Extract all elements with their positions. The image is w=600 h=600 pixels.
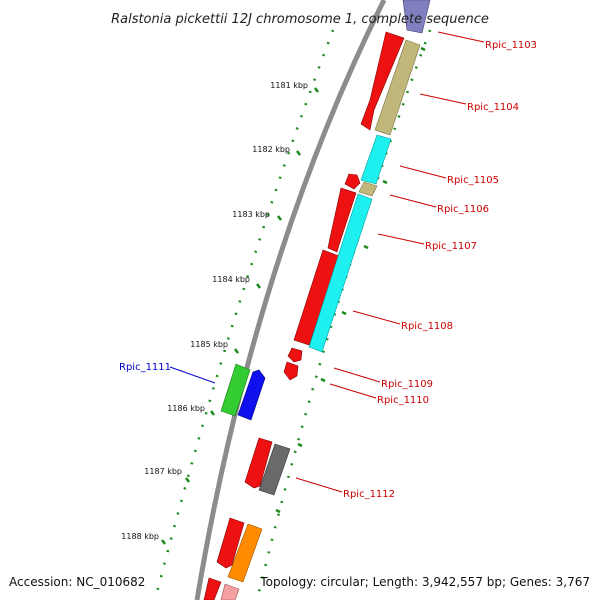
gene-orange[interactable] — [227, 523, 263, 583]
gene-red-3[interactable] — [203, 577, 222, 600]
gene-label[interactable]: Rpic_1106 — [437, 204, 489, 215]
gene-pink[interactable] — [220, 583, 240, 600]
scale-tick — [256, 283, 261, 289]
gene-red-1[interactable] — [244, 437, 273, 489]
leader-rpic-1104 — [419, 93, 467, 105]
leader-rpic-1105 — [399, 165, 447, 179]
track-tick — [341, 310, 347, 316]
scale-label: 1185 kbp — [190, 340, 228, 349]
feature-track-genes — [220, 0, 431, 600]
track-dotted-arc — [255, 29, 432, 600]
scale-tick — [210, 410, 215, 416]
gene-label[interactable]: Rpic_1107 — [425, 241, 477, 252]
gene-rpic-1103[interactable] — [360, 31, 405, 131]
scale-tick — [185, 477, 190, 483]
leader-rpic-1111 — [169, 366, 216, 384]
track-tick — [297, 442, 303, 448]
leader-rpic-1106 — [389, 194, 437, 208]
gene-rpic-1107b[interactable] — [308, 193, 373, 353]
scale-label: 1183 kbp — [232, 210, 270, 219]
scale-labels: 1181 kbp 1182 kbp 1183 kbp 1184 kbp 1185… — [121, 81, 308, 541]
track-tick — [275, 508, 281, 514]
leader-rpic-1103 — [437, 31, 485, 43]
gene-rpic-1112[interactable] — [258, 443, 291, 496]
scale-label: 1188 kbp — [121, 532, 159, 541]
scale-label: 1181 kbp — [270, 81, 308, 90]
gene-rpic-1105b[interactable] — [360, 134, 392, 185]
scale-tick — [234, 348, 239, 354]
gene-label[interactable]: Rpic_1109 — [381, 379, 433, 390]
track-tick — [420, 46, 426, 52]
gene-purple[interactable] — [402, 0, 431, 34]
gene-red-2[interactable] — [216, 517, 245, 569]
gene-rpic-1110[interactable] — [283, 361, 299, 381]
scale-dotted-arc — [153, 29, 335, 600]
leader-rpic-1110 — [329, 383, 377, 399]
scale-tick — [296, 150, 301, 156]
scale-tick — [161, 539, 166, 545]
accession-text: Accession: NC_010682 — [9, 575, 145, 589]
track-ticks — [275, 46, 426, 514]
track-tick — [363, 244, 369, 250]
scale-label: 1182 kbp — [252, 145, 290, 154]
scale-tick — [314, 87, 319, 93]
scale-tick — [277, 215, 282, 221]
gene-rpic-1104[interactable] — [374, 39, 421, 136]
gene-rpic-1107[interactable] — [327, 187, 357, 253]
genome-summary-text: Topology: circular; Length: 3,942,557 bp… — [259, 575, 590, 589]
map-title: Ralstonia pickettii 12J chromosome 1, co… — [111, 12, 489, 27]
gene-rpic-1111a[interactable] — [220, 363, 251, 417]
gene-label[interactable]: Rpic_1110 — [377, 395, 429, 406]
track-tick — [382, 179, 388, 185]
scale-label: 1187 kbp — [144, 467, 182, 476]
chromosome-backbone — [194, 0, 387, 600]
gene-label[interactable]: Rpic_1108 — [401, 321, 453, 332]
gene-labels: Rpic_1103 Rpic_1104 Rpic_1105 Rpic_1106 … — [119, 40, 537, 500]
gene-rpic-1111b[interactable] — [237, 369, 266, 421]
leader-rpic-1108 — [352, 310, 401, 325]
gene-label[interactable]: Rpic_1105 — [447, 175, 499, 186]
gene-rpic-1109[interactable] — [287, 347, 303, 363]
scale-ticks — [161, 87, 319, 545]
gene-label[interactable]: Rpic_1112 — [343, 489, 395, 500]
leader-rpic-1107 — [377, 233, 425, 245]
gene-rpic-1106[interactable] — [358, 181, 378, 197]
leader-rpic-1112 — [295, 477, 343, 493]
scale-label: 1184 kbp — [212, 275, 250, 284]
gene-label[interactable]: Rpic_1104 — [467, 102, 519, 113]
gene-rpic-1105[interactable] — [344, 173, 361, 190]
leader-rpic-1109 — [333, 367, 381, 383]
forward-strand-genes — [203, 31, 405, 600]
gene-label[interactable]: Rpic_1111 — [119, 362, 171, 373]
gene-label[interactable]: Rpic_1103 — [485, 40, 537, 51]
gene-rpic-1108[interactable] — [293, 249, 340, 346]
label-leaders — [169, 31, 485, 493]
track-tick — [320, 377, 326, 383]
scale-label: 1186 kbp — [167, 404, 205, 413]
